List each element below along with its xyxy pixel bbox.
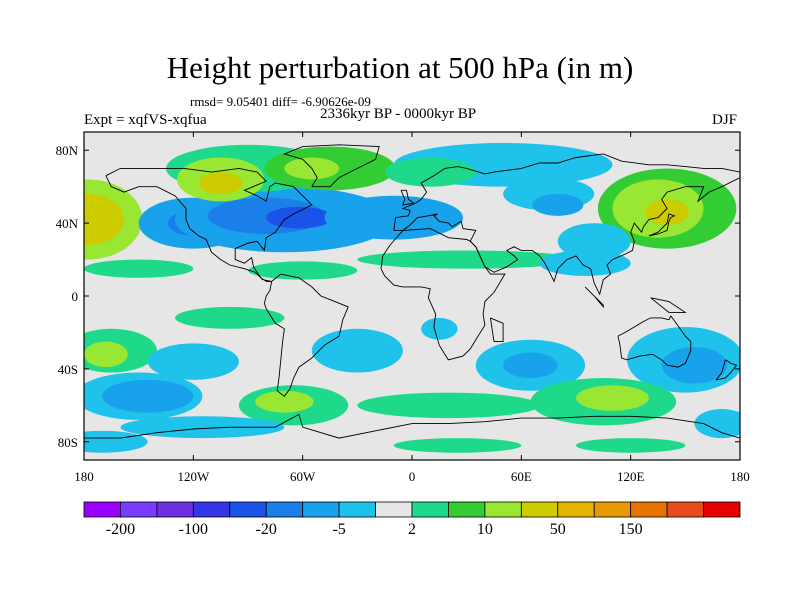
- lat-tick-label: 40N: [56, 216, 79, 231]
- colorbar-box: [302, 501, 340, 518]
- coastline: [393, 153, 740, 231]
- lon-tick-label: 120E: [617, 469, 645, 484]
- colorbar-box: [593, 501, 632, 518]
- field-anomaly-patch: [266, 206, 332, 229]
- colorbar-label: -20: [256, 521, 277, 538]
- colorbar-box: [375, 501, 413, 518]
- field-anomaly-patch: [102, 379, 194, 413]
- lat-tick-label: 0: [72, 289, 79, 304]
- field-anomaly-patch: [557, 223, 631, 260]
- colorbar-label: 10: [477, 521, 493, 538]
- field-anomaly-patch: [175, 306, 285, 329]
- colorbar-box: [666, 501, 704, 518]
- field-anomaly-patch: [357, 392, 540, 419]
- lon-tick-label: 60E: [511, 469, 532, 484]
- colorbar-box: [229, 501, 267, 518]
- coastline: [489, 317, 504, 343]
- colorbar-box: [520, 501, 559, 518]
- coastline: [380, 228, 506, 361]
- colorbar-label: 50: [550, 521, 566, 538]
- colorbar-box: [557, 501, 595, 518]
- field-anomaly-patch: [503, 352, 558, 378]
- field-anomaly-patch: [147, 343, 239, 380]
- colorbar-box: [630, 501, 668, 518]
- colorbar-box: [120, 501, 158, 518]
- field-anomaly-patch: [576, 438, 686, 453]
- lon-tick-label: 0: [409, 469, 416, 484]
- colorbar-label: -200: [106, 521, 135, 538]
- field-anomaly-patch: [357, 250, 576, 269]
- field-anomaly-patch: [539, 250, 631, 276]
- field-anomaly-patch: [84, 341, 128, 368]
- colorbar-box: [338, 501, 376, 518]
- lat-tick-label: 80S: [58, 435, 78, 450]
- colorbar-label: -100: [179, 521, 208, 538]
- coastline: [263, 273, 349, 397]
- field-anomaly-patch: [247, 261, 358, 280]
- colorbar-label: 150: [619, 521, 643, 538]
- field-anomaly-patch: [198, 172, 243, 194]
- field-anomaly-patch: [84, 259, 194, 278]
- field-anomaly-patch: [255, 390, 314, 413]
- lat-tick-label: 40S: [58, 362, 78, 377]
- field-anomaly-patch: [645, 199, 689, 225]
- field-anomaly-patch: [661, 347, 728, 384]
- field-anomaly-patch: [311, 328, 403, 373]
- field-anomaly-patch: [576, 385, 649, 411]
- season-label: DJF: [712, 112, 738, 128]
- lat-tick-label: 80N: [56, 143, 79, 158]
- experiment-label: Expt = xqfVS-xqfua: [84, 112, 207, 128]
- coastline: [715, 359, 738, 381]
- coastline: [283, 144, 380, 188]
- lon-tick-label: 180: [730, 469, 750, 484]
- coastline: [617, 315, 692, 368]
- colorbar-box: [484, 501, 522, 518]
- field-anomaly-patch: [694, 408, 740, 439]
- field-anomaly-patch: [84, 193, 125, 245]
- stats-line: rmsd= 9.05401 diff= -6.90626e-09: [190, 94, 371, 109]
- colorbar-box: [156, 501, 194, 518]
- coastline: [84, 413, 740, 439]
- colorbar-label: 2: [408, 521, 416, 538]
- colorbar: -200 -100 -20 -5 2 10 50 150: [83, 501, 741, 538]
- lon-tick-label: 60W: [290, 469, 316, 484]
- colorbar-box: [411, 501, 449, 518]
- colorbar-box: [448, 501, 486, 518]
- colorbar-box: [83, 501, 121, 518]
- field-anomaly-patch: [393, 438, 522, 453]
- coastline: [648, 213, 676, 237]
- period-label: 2336kyr BP - 0000kyr BP: [320, 106, 477, 122]
- coastline: [584, 286, 604, 309]
- coastline: [650, 297, 687, 313]
- field-anomaly-patch: [532, 193, 584, 216]
- height-field: [84, 142, 740, 453]
- lon-tick-label: 180: [74, 469, 94, 484]
- colorbar-box: [703, 501, 741, 518]
- plot-title: Height perturbation at 500 hPa (in m): [166, 50, 634, 85]
- colorbar-label: -5: [332, 521, 345, 538]
- field-anomaly-patch: [421, 317, 458, 340]
- field-anomaly-patch: [384, 157, 476, 187]
- colorbar-box: [192, 501, 231, 518]
- coastline: [105, 167, 313, 282]
- field-anomaly-patch: [324, 195, 464, 240]
- coastlines: [84, 144, 740, 439]
- colorbar-box: [265, 501, 304, 518]
- coastline: [400, 189, 415, 206]
- map-axes: 80N 40N 0 40S 80S 180 120W 60W 0 60E 120E 180: [56, 132, 750, 484]
- lon-tick-label: 120W: [177, 469, 210, 484]
- coastline: [393, 177, 740, 296]
